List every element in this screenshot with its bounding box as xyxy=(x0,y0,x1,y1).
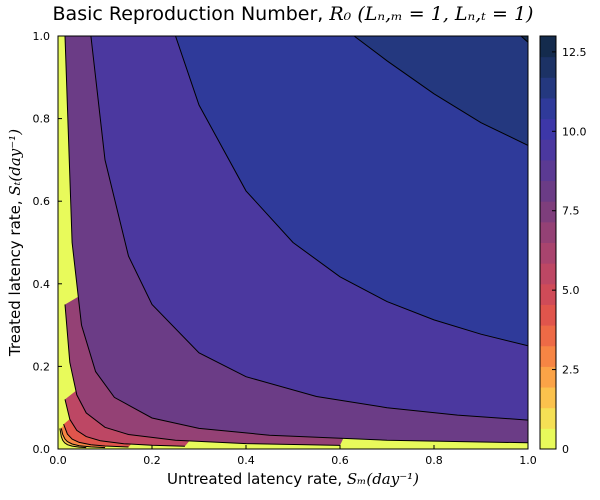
x-tick-label: 0.0 xyxy=(49,454,67,467)
plot-frame xyxy=(57,35,529,450)
colorbar-band-18 xyxy=(540,77,556,99)
colorbar-band-7 xyxy=(540,304,556,326)
plot-area: 0.0 0.2 0.4 0.6 0.8 1.0 0.0 0.2 0.4 0.6 0.8 1.0 xyxy=(33,30,537,467)
colorbar-band-11 xyxy=(540,221,556,243)
colorbar-tick-label: 7.5 xyxy=(562,205,580,218)
colorbar-band-10 xyxy=(540,242,556,264)
colorbar-tick-label: 0 xyxy=(562,443,569,456)
contour-band-8 xyxy=(175,36,528,346)
colorbar-band-9 xyxy=(540,263,556,285)
colorbar-tick-label: 2.5 xyxy=(562,364,580,377)
contour-line-7 xyxy=(90,36,528,421)
x-tick-label: 1.0 xyxy=(519,454,537,467)
y-tick-label: 0.4 xyxy=(33,278,51,291)
colorbar-band-4 xyxy=(540,366,556,388)
colorbar-band-8 xyxy=(540,283,556,305)
contour-line-8 xyxy=(175,36,528,347)
chart-title: Basic Reproduction Number, R₀ (Lₙ,ₘ = 1,… xyxy=(53,3,534,25)
contour-lines xyxy=(59,36,528,449)
contour-line-2 xyxy=(60,428,106,449)
x-tick-label: 0.4 xyxy=(237,454,255,467)
contour-line-1 xyxy=(59,428,87,449)
x-tick-label: 0.6 xyxy=(331,454,349,467)
colorbar-band-20 xyxy=(540,36,556,58)
colorbar-frame xyxy=(539,35,557,450)
colorbar-band-1 xyxy=(540,428,556,450)
colorbar-band-13 xyxy=(540,180,556,202)
contour-line-4 xyxy=(64,399,185,447)
x-axis-label: Untreated latency rate, Sₘ(day⁻¹) xyxy=(167,470,419,488)
contour-band-9 xyxy=(354,36,528,146)
y-tick-label: 1.0 xyxy=(33,30,51,43)
colorbar-band-16 xyxy=(540,118,556,140)
colorbar-band-2 xyxy=(540,407,556,429)
colorbar-band-14 xyxy=(540,159,556,182)
x-tick-label: 0.8 xyxy=(425,454,443,467)
colorbar-band-3 xyxy=(540,387,556,409)
colorbar-band-12 xyxy=(540,201,556,223)
colorbar-band-15 xyxy=(540,139,556,161)
y-tick-label: 0.8 xyxy=(33,113,51,126)
colorbar-band-5 xyxy=(540,345,556,367)
y-tick-label: 0.0 xyxy=(33,443,51,456)
colorbar-tick-label: 10.0 xyxy=(562,125,587,138)
colorbar-tick-label: 12.5 xyxy=(562,46,587,59)
colorbar-band-17 xyxy=(540,97,556,120)
x-tick-label: 0.2 xyxy=(143,454,161,467)
contour-line-10 xyxy=(520,36,528,43)
colorbar: 0 2.5 5.0 7.5 10.0 12.5 xyxy=(539,35,587,456)
y-tick-label: 0.6 xyxy=(33,195,51,208)
colorbar-band-6 xyxy=(540,325,556,347)
y-axis-label: Treated latency rate, Sₜ(day⁻¹) xyxy=(6,129,24,357)
contour-line-5 xyxy=(64,304,341,446)
colorbar-tick-label: 5.0 xyxy=(562,284,580,297)
y-tick-label: 0.2 xyxy=(33,360,51,373)
contour-fills xyxy=(58,36,528,449)
colorbar-band-19 xyxy=(540,56,556,78)
contour-line-9 xyxy=(353,36,528,146)
contour-line-3 xyxy=(63,424,129,448)
contour-line-6 xyxy=(64,36,528,444)
